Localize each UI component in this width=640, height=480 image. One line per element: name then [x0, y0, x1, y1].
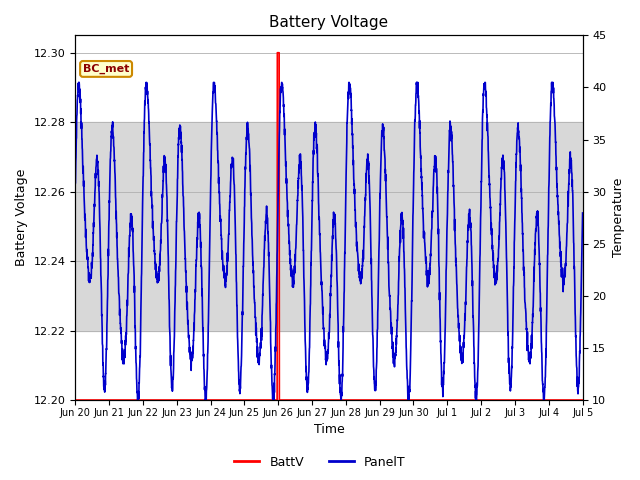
Text: BC_met: BC_met — [83, 64, 129, 74]
Y-axis label: Battery Voltage: Battery Voltage — [15, 169, 28, 266]
Bar — [76, 122, 582, 331]
Legend: BattV, PanelT: BattV, PanelT — [229, 451, 411, 474]
X-axis label: Time: Time — [314, 423, 344, 436]
Title: Battery Voltage: Battery Voltage — [269, 15, 388, 30]
Y-axis label: Temperature: Temperature — [612, 178, 625, 257]
